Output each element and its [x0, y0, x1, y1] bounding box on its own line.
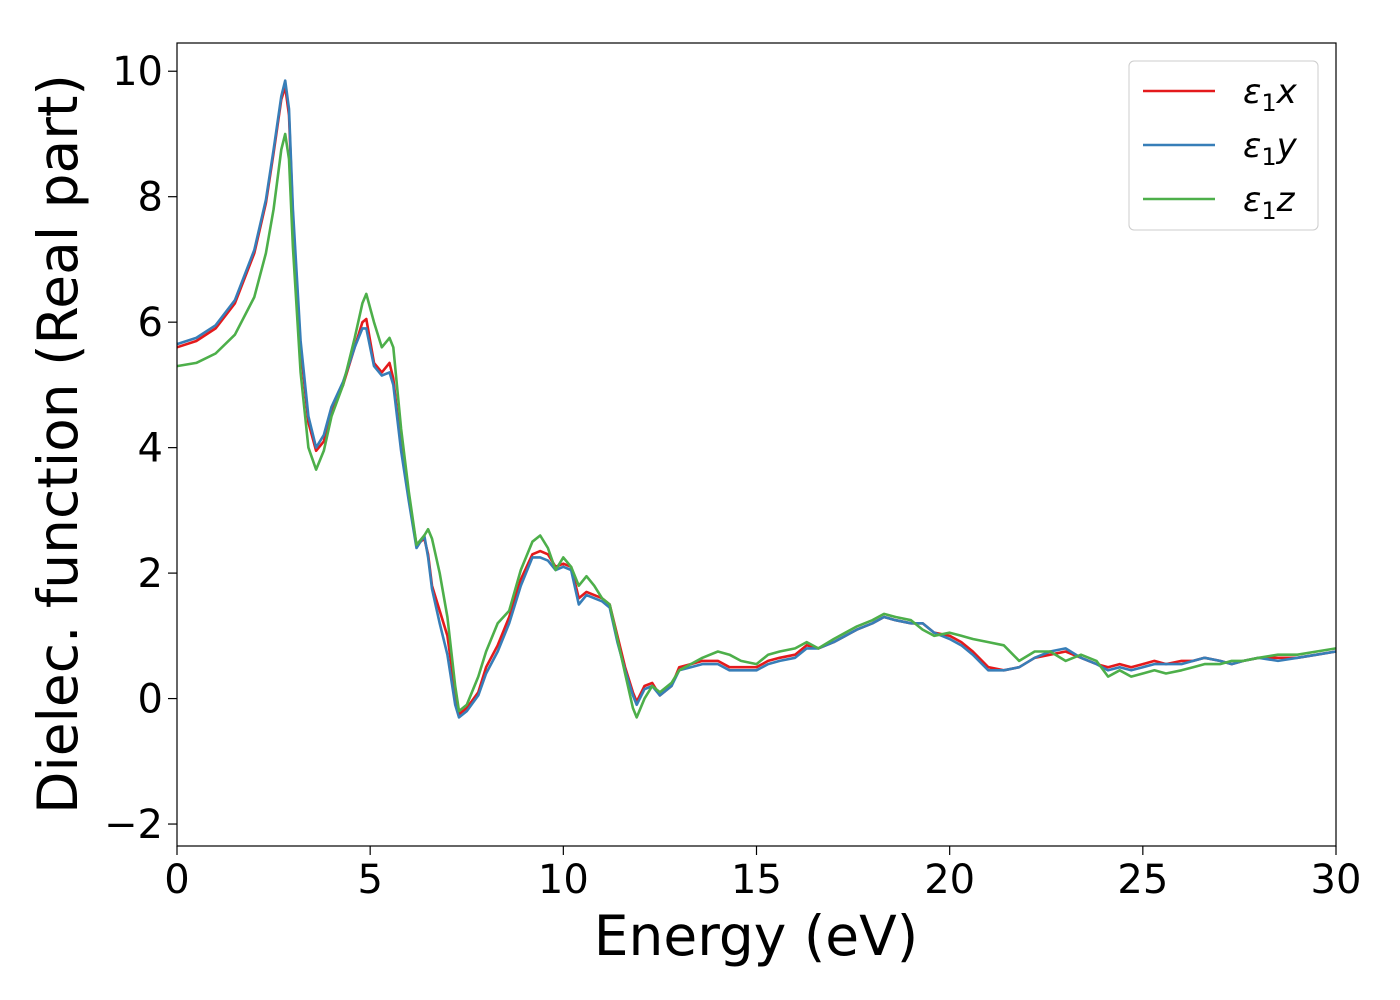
y-tick-label: 2	[138, 551, 163, 597]
y-tick-label: 4	[138, 426, 163, 472]
y-axis: −2 0 2 4 6 8 10	[104, 49, 177, 848]
legend-box	[1128, 60, 1319, 231]
legend: ε1x ε1y ε1z	[1128, 60, 1319, 231]
legend-label-z: ε1z	[1243, 180, 1296, 225]
x-tick-label: 10	[538, 857, 589, 903]
series-line-z	[176, 132, 1337, 719]
x-tick-label: 20	[924, 857, 975, 903]
x-tick-label: 25	[1117, 857, 1168, 903]
y-tick-label: 8	[138, 175, 163, 221]
y-tick-label: −2	[104, 802, 163, 848]
x-axis: 0 5 10 15 20 25 30	[164, 846, 1361, 903]
x-tick-label: 5	[357, 857, 382, 903]
x-tick-label: 0	[164, 857, 189, 903]
x-tick-label: 30	[1311, 857, 1362, 903]
legend-label-x: ε1x	[1243, 72, 1298, 117]
series-line-y	[176, 79, 1337, 719]
y-tick-label: 6	[138, 300, 163, 346]
y-axis-title: Dielec. function (Real part)	[26, 74, 90, 814]
series-layer	[176, 79, 1337, 719]
legend-label-y: ε1y	[1243, 126, 1298, 171]
x-tick-label: 15	[731, 857, 782, 903]
y-tick-label: 0	[138, 677, 163, 723]
y-tick-label: 10	[112, 49, 163, 95]
x-axis-title: Energy (eV)	[594, 904, 918, 968]
